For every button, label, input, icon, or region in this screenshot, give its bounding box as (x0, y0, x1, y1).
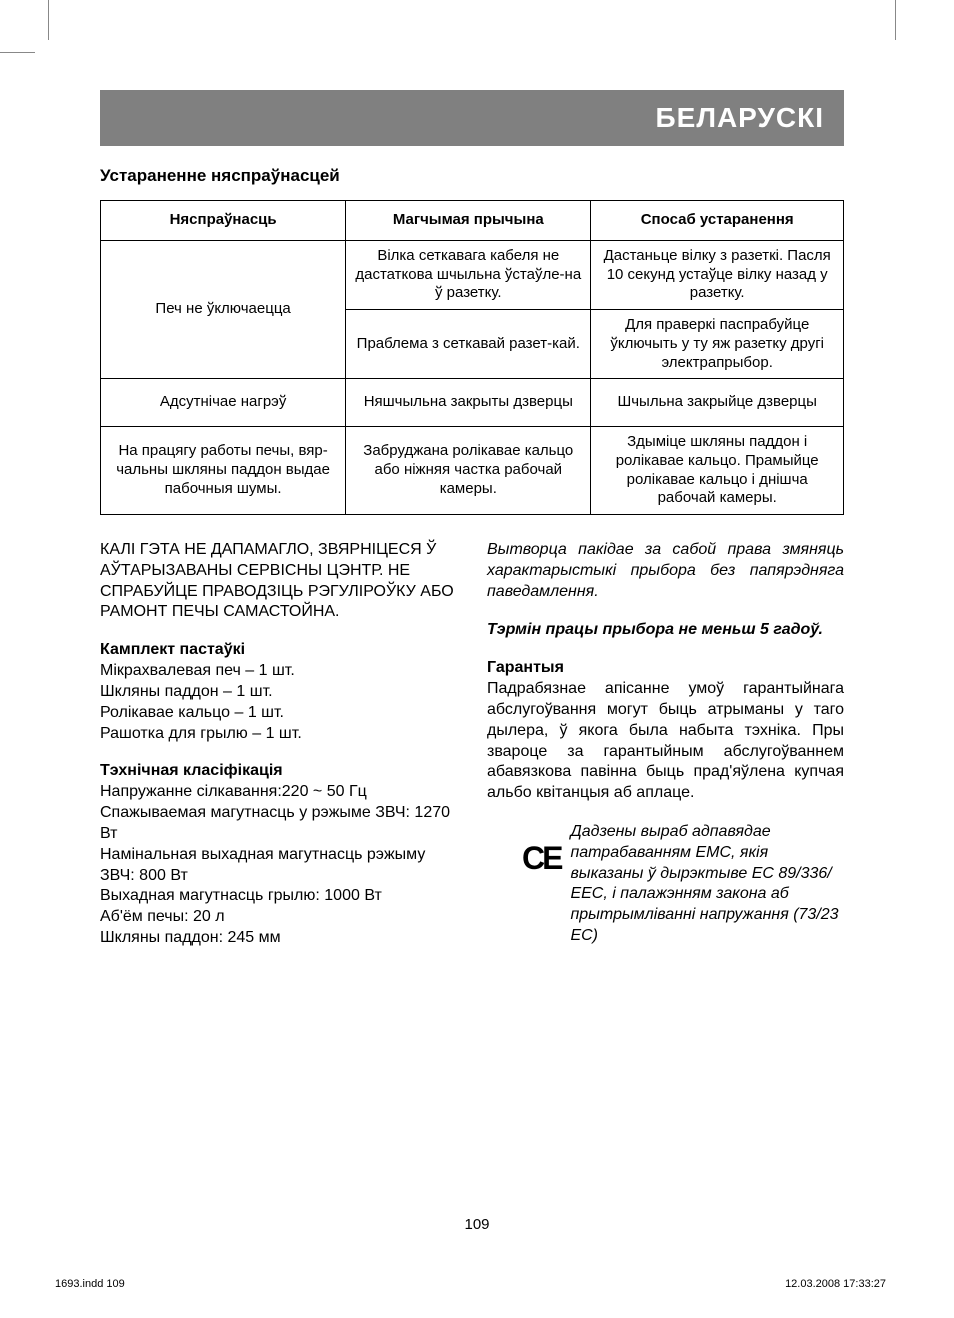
table-cell: Праблема з сеткавай разет-кай. (346, 310, 591, 379)
lifespan-note: Тэрмін працы прыбора не меньш 5 гадоў. (487, 620, 844, 641)
table-cell: Няшчыльна закрыты дзверцы (346, 379, 591, 427)
table-header: Спосаб устаранення (591, 201, 844, 241)
ce-mark-icon: CE (522, 842, 560, 874)
ce-compliance-block: CE Дадзены выраб адпавядае патрабаванням… (487, 822, 844, 947)
table-row: Адсутнічае нагрэў Няшчыльна закрыты дзве… (101, 379, 844, 427)
manufacturer-disclaimer: Вытворца пакідае за сабой права змяняць … (487, 540, 844, 602)
tech-item: Выхадная магутнасць грылю: 1000 Вт (100, 886, 457, 907)
right-column: Вытворца пакідае за сабой права змяняць … (487, 540, 844, 967)
tech-title: Тэхнічная класіфікація (100, 762, 457, 780)
fault-table: Няспраўнасць Магчымая прычына Спосаб уст… (100, 200, 844, 515)
table-row: Печ не ўключаецца Вілка сеткавага кабеля… (101, 240, 844, 309)
page-number: 109 (0, 1216, 954, 1233)
table-cell: На працягу работы печы, вяр-чальны шклян… (101, 427, 346, 515)
language-banner: БЕЛАРУСКI (100, 90, 844, 146)
delivery-item: Мікрахвалевая печ – 1 шт. (100, 661, 457, 682)
warranty-title: Гарантыя (487, 659, 844, 677)
delivery-item: Шкляны паддон – 1 шт. (100, 682, 457, 703)
ce-compliance-text: Дадзены выраб адпавядае патрабаванням ЕМ… (570, 822, 844, 947)
table-cell: Дастаньце вілку з разеткі. Пасля 10 секу… (591, 240, 844, 309)
troubleshooting-title: Устараненне няспраўнасцей (100, 166, 844, 186)
service-warning: КАЛІ ГЭТА НЕ ДАПАМАГЛО, ЗВЯРНІЦЕСЯ Ў АЎТ… (100, 540, 457, 623)
left-column: КАЛІ ГЭТА НЕ ДАПАМАГЛО, ЗВЯРНІЦЕСЯ Ў АЎТ… (100, 540, 457, 967)
footer-file-info: 1693.indd 109 (55, 1278, 125, 1290)
table-cell: Здыміце шкляны паддон і ролікавае кальцо… (591, 427, 844, 515)
table-cell: Вілка сеткавага кабеля не дастаткова шчы… (346, 240, 591, 309)
page-content: БЕЛАРУСКI Устараненне няспраўнасцей Нясп… (100, 90, 844, 967)
table-row: На працягу работы печы, вяр-чальны шклян… (101, 427, 844, 515)
table-cell: Забруджана ролікавае кальцо або ніжняя ч… (346, 427, 591, 515)
table-cell: Шчыльна закрыйце дзверцы (591, 379, 844, 427)
delivery-list: Мікрахвалевая печ – 1 шт. Шкляны паддон … (100, 661, 457, 744)
tech-item: Намінальная выхадная магутнасць рэжыму З… (100, 845, 457, 887)
content-columns: КАЛІ ГЭТА НЕ ДАПАМАГЛО, ЗВЯРНІЦЕСЯ Ў АЎТ… (100, 540, 844, 967)
banner-title: БЕЛАРУСКI (656, 102, 824, 133)
table-header: Няспраўнасць (101, 201, 346, 241)
delivery-item: Ролікавае кальцо – 1 шт. (100, 703, 457, 724)
tech-list: Напружанне сілкавання:220 ~ 50 Гц Спажыв… (100, 782, 457, 948)
tech-item: Шкляны паддон: 245 мм (100, 928, 457, 949)
table-header: Магчымая прычына (346, 201, 591, 241)
tech-item: Напружанне сілкавання:220 ~ 50 Гц (100, 782, 457, 803)
warranty-text: Падрабязнае апісанне умоў гарантыйнага а… (487, 679, 844, 804)
tech-item: Аб'ём печы: 20 л (100, 907, 457, 928)
footer-timestamp: 12.03.2008 17:33:27 (785, 1278, 886, 1290)
tech-item: Спажываемая магутнасць у рэжыме ЗВЧ: 127… (100, 803, 457, 845)
table-header-row: Няспраўнасць Магчымая прычына Спосаб уст… (101, 201, 844, 241)
table-cell: Печ не ўключаецца (101, 240, 346, 379)
delivery-title: Камплект пастаўкі (100, 641, 457, 659)
delivery-item: Рашотка для грылю – 1 шт. (100, 724, 457, 745)
table-cell: Адсутнічае нагрэў (101, 379, 346, 427)
table-cell: Для праверкі паспрабуйце ўключыть у ту я… (591, 310, 844, 379)
